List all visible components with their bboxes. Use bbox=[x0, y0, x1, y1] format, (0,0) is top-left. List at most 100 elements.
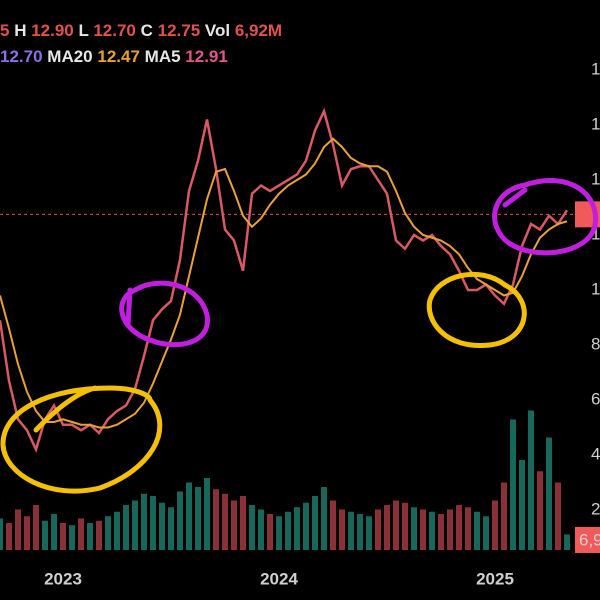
x-tick-label: 2023 bbox=[44, 569, 82, 588]
volume-bar bbox=[159, 502, 165, 550]
volume-bar bbox=[546, 437, 552, 550]
volume-bar bbox=[15, 509, 21, 550]
volume-bar bbox=[240, 496, 246, 550]
volume-bar bbox=[150, 496, 156, 550]
volume-bar bbox=[492, 500, 498, 550]
volume-bar bbox=[375, 509, 381, 550]
y-tick-label: 18 bbox=[591, 59, 600, 78]
volume-bar bbox=[438, 514, 444, 550]
volume-bar bbox=[348, 511, 354, 550]
volume-box bbox=[575, 527, 600, 553]
volume-bar bbox=[276, 516, 282, 550]
volume-label: Vol bbox=[205, 21, 230, 40]
volume-bar bbox=[78, 518, 84, 550]
volume-bar bbox=[231, 500, 237, 550]
volume-bar bbox=[321, 487, 327, 550]
volume-bar bbox=[285, 511, 291, 550]
volume-bar bbox=[132, 500, 138, 550]
volume-bar bbox=[33, 505, 39, 550]
price-line bbox=[0, 107, 569, 454]
volume-bar bbox=[60, 523, 66, 550]
ma5-label: MA5 bbox=[145, 47, 181, 66]
volume-bar bbox=[141, 493, 147, 550]
volume-bar bbox=[87, 523, 93, 550]
volume-bar bbox=[195, 487, 201, 550]
ma5-value: 12.91 bbox=[185, 47, 228, 66]
volume-bar bbox=[177, 491, 183, 550]
volume-bar bbox=[465, 507, 471, 550]
volume-bar bbox=[537, 471, 543, 550]
volume-bar bbox=[384, 505, 390, 550]
ohlc-line: 5 H 12.90 L 12.70 C 12.75 Vol 6,92M bbox=[0, 21, 282, 40]
volume-bar bbox=[519, 460, 525, 550]
plot: 2 4 6 8 10 12 14 16 18 2023 2024 2025 6,92M bbox=[0, 59, 600, 588]
volume-bar bbox=[24, 516, 30, 550]
volume-bar bbox=[420, 509, 426, 550]
volume-bar bbox=[69, 525, 75, 550]
volume-bar bbox=[474, 511, 480, 550]
volume-bar bbox=[411, 507, 417, 550]
y-tick-label: 16 bbox=[591, 114, 600, 133]
volume-bar bbox=[249, 505, 255, 550]
volume-bar bbox=[402, 502, 408, 550]
volume-bar bbox=[555, 482, 561, 550]
volume-bar bbox=[564, 534, 570, 550]
y-tick-label: 8 bbox=[591, 334, 600, 353]
y-tick-label: 6 bbox=[591, 389, 600, 408]
volume-bar bbox=[510, 419, 516, 550]
high-value: 12.90 bbox=[31, 21, 74, 40]
volume-bar bbox=[204, 478, 210, 550]
volume-bar bbox=[447, 509, 453, 550]
volume-value: 6,92M bbox=[235, 21, 282, 40]
volume-bar bbox=[456, 505, 462, 550]
ma20-label: MA20 bbox=[47, 47, 92, 66]
volume-bar bbox=[51, 514, 57, 550]
volume-bar bbox=[222, 493, 228, 550]
high-label: H bbox=[14, 21, 26, 40]
volume-bar bbox=[96, 520, 102, 550]
volume-bar bbox=[312, 496, 318, 550]
volume-bar bbox=[366, 516, 372, 550]
volume-bar bbox=[186, 482, 192, 550]
y-tick-label: 10 bbox=[591, 279, 600, 298]
close-label: C bbox=[141, 21, 153, 40]
volume-bar bbox=[393, 500, 399, 550]
volume-bar bbox=[501, 482, 507, 550]
yellow-circle bbox=[426, 271, 527, 349]
ma20-value: 12.47 bbox=[97, 47, 140, 66]
ma-fragment: 12.70 bbox=[0, 47, 43, 66]
ma-line: 12.70 MA20 12.47 MA5 12.91 bbox=[0, 47, 228, 66]
low-label: L bbox=[79, 21, 89, 40]
volume-bar bbox=[42, 520, 48, 550]
volume-bar bbox=[123, 505, 129, 550]
purple-circle bbox=[119, 280, 210, 348]
volume-bar bbox=[294, 507, 300, 550]
volume-bar bbox=[6, 523, 12, 550]
x-tick-label: 2025 bbox=[476, 569, 514, 588]
volume-bar bbox=[303, 502, 309, 550]
volume-bar bbox=[330, 500, 336, 550]
volume-bar bbox=[213, 489, 219, 550]
y-tick-label: 4 bbox=[591, 444, 600, 463]
volume-bar bbox=[168, 507, 174, 550]
volume-bar bbox=[528, 410, 534, 550]
volume-bar bbox=[0, 518, 3, 550]
annotations bbox=[0, 178, 599, 494]
purple-circle bbox=[492, 178, 599, 256]
y-tick-label: 14 bbox=[591, 169, 600, 188]
volume-bar bbox=[357, 514, 363, 550]
open-fragment: 5 bbox=[0, 21, 9, 40]
y-tick-label: 12 bbox=[591, 224, 600, 243]
volume-box-label: 6,92M bbox=[579, 530, 600, 549]
y-tick-label: 2 bbox=[591, 499, 600, 518]
volume-bar bbox=[258, 509, 264, 550]
low-value: 12.70 bbox=[93, 21, 136, 40]
volume-bar bbox=[105, 516, 111, 550]
volume-bar bbox=[483, 516, 489, 550]
yellow-circle bbox=[0, 385, 163, 494]
x-tick-label: 2024 bbox=[260, 569, 298, 588]
volume-bar bbox=[339, 509, 345, 550]
volume-bar bbox=[429, 511, 435, 550]
close-value: 12.75 bbox=[158, 21, 201, 40]
